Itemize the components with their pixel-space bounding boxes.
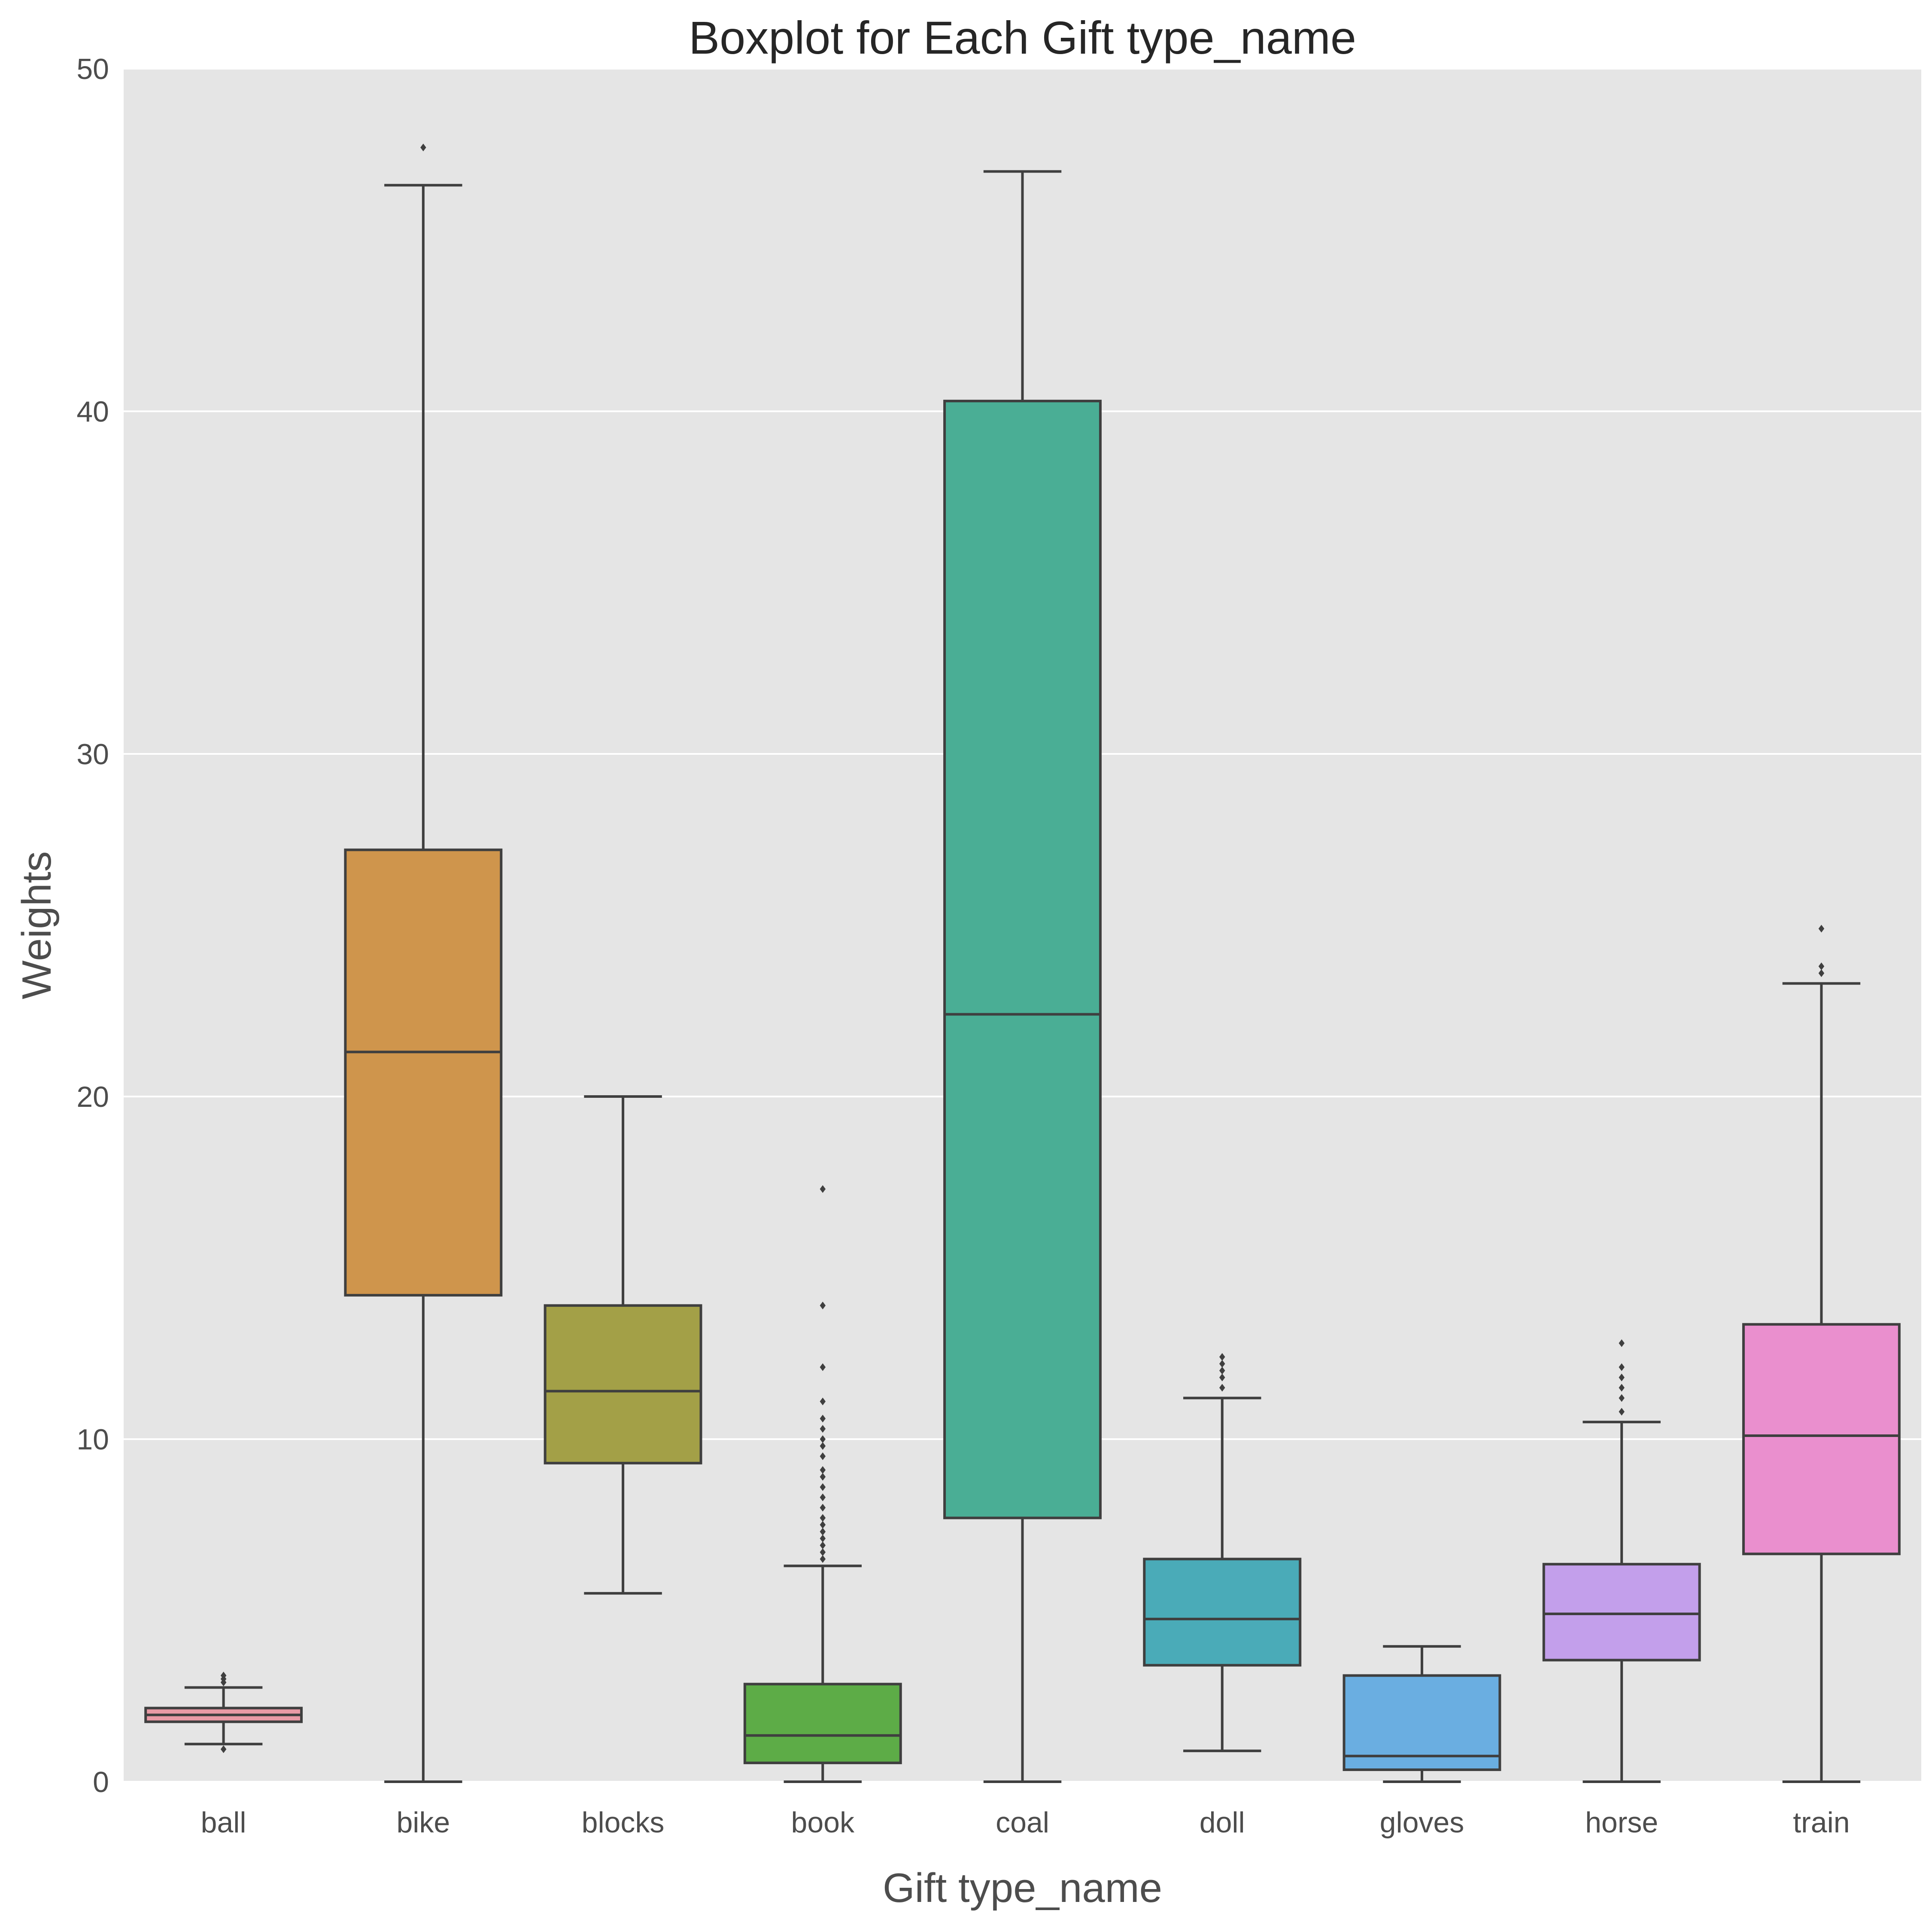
outlier-point (820, 1548, 826, 1556)
x-tick-label: train (1793, 1806, 1850, 1839)
outlier-point (1818, 969, 1825, 977)
y-tick-label: 0 (93, 1766, 109, 1798)
boxes (144, 143, 1901, 1783)
x-tick-label: blocks (582, 1806, 665, 1839)
outlier-point (820, 1541, 826, 1549)
y-axis-label: Weights (14, 851, 60, 999)
iqr-box (743, 1683, 902, 1765)
outlier-point (820, 1555, 826, 1563)
outlier-point (1219, 1367, 1225, 1375)
outlier-point (820, 1504, 826, 1512)
iqr-box (544, 1304, 702, 1464)
outlier-point (420, 143, 426, 152)
outlier-point (820, 1363, 826, 1371)
outlier-point (1219, 1373, 1225, 1382)
y-tick-label: 50 (76, 53, 109, 85)
outlier-point (820, 1483, 826, 1491)
iqr-box (1343, 1674, 1501, 1771)
tick-labels: 0 10 20 30 40 50 ball bike blocks book coal doll glo… (76, 53, 1850, 1839)
outlier-point (1818, 962, 1825, 970)
outlier-point (820, 1435, 826, 1443)
outlier-point (820, 1473, 826, 1481)
outlier-point (820, 1521, 826, 1529)
y-tick-label: 40 (76, 395, 109, 428)
outlier-point (1818, 924, 1825, 933)
iqr-box (943, 400, 1102, 1519)
outlier-point (820, 1415, 826, 1423)
box-bike (344, 143, 503, 1783)
outlier-point (820, 1514, 826, 1522)
outlier-point (820, 1301, 826, 1309)
outlier-point (820, 1397, 826, 1406)
iqr-box (1742, 1323, 1901, 1555)
box-train (1742, 924, 1901, 1783)
outlier-point (1619, 1373, 1625, 1382)
box-book (743, 1185, 902, 1783)
x-tick-label: doll (1200, 1806, 1245, 1839)
x-tick-label: ball (201, 1806, 246, 1839)
outlier-point (1219, 1384, 1225, 1392)
x-tick-label: gloves (1380, 1806, 1464, 1839)
outlier-point (1619, 1363, 1625, 1371)
outlier-point (820, 1452, 826, 1460)
outlier-point (820, 1425, 826, 1433)
outlier-point (820, 1493, 826, 1501)
outlier-point (820, 1466, 826, 1474)
y-tick-label: 20 (76, 1081, 109, 1113)
chart-title: Boxplot for Each Gift type_name (689, 12, 1356, 64)
x-tick-label: bike (396, 1806, 450, 1839)
iqr-box (1542, 1563, 1701, 1662)
outlier-point (1219, 1360, 1225, 1368)
outlier-point (1619, 1394, 1625, 1402)
box-coal (943, 170, 1102, 1783)
x-axis-label: Gift type_name (883, 1865, 1162, 1911)
x-tick-label: book (791, 1806, 855, 1839)
y-tick-label: 10 (76, 1423, 109, 1456)
x-tick-label: horse (1585, 1806, 1658, 1839)
outlier-point (1619, 1339, 1625, 1347)
outlier-point (220, 1671, 227, 1680)
outlier-point (820, 1185, 826, 1193)
outlier-point (1619, 1408, 1625, 1416)
outlier-point (820, 1534, 826, 1543)
box-blocks (544, 1095, 702, 1595)
iqr-box (344, 848, 503, 1297)
iqr-box (1143, 1558, 1302, 1667)
outlier-point (220, 1745, 227, 1753)
box-gloves (1343, 1645, 1501, 1783)
y-tick-label: 30 (76, 738, 109, 771)
outlier-point (1619, 1384, 1625, 1392)
outlier-point (1219, 1353, 1225, 1361)
outlier-point (820, 1442, 826, 1450)
box-horse (1542, 1339, 1701, 1783)
x-tick-label: coal (996, 1806, 1049, 1839)
box-ball (144, 1671, 303, 1753)
outlier-point (820, 1528, 826, 1536)
box-doll (1143, 1353, 1302, 1753)
